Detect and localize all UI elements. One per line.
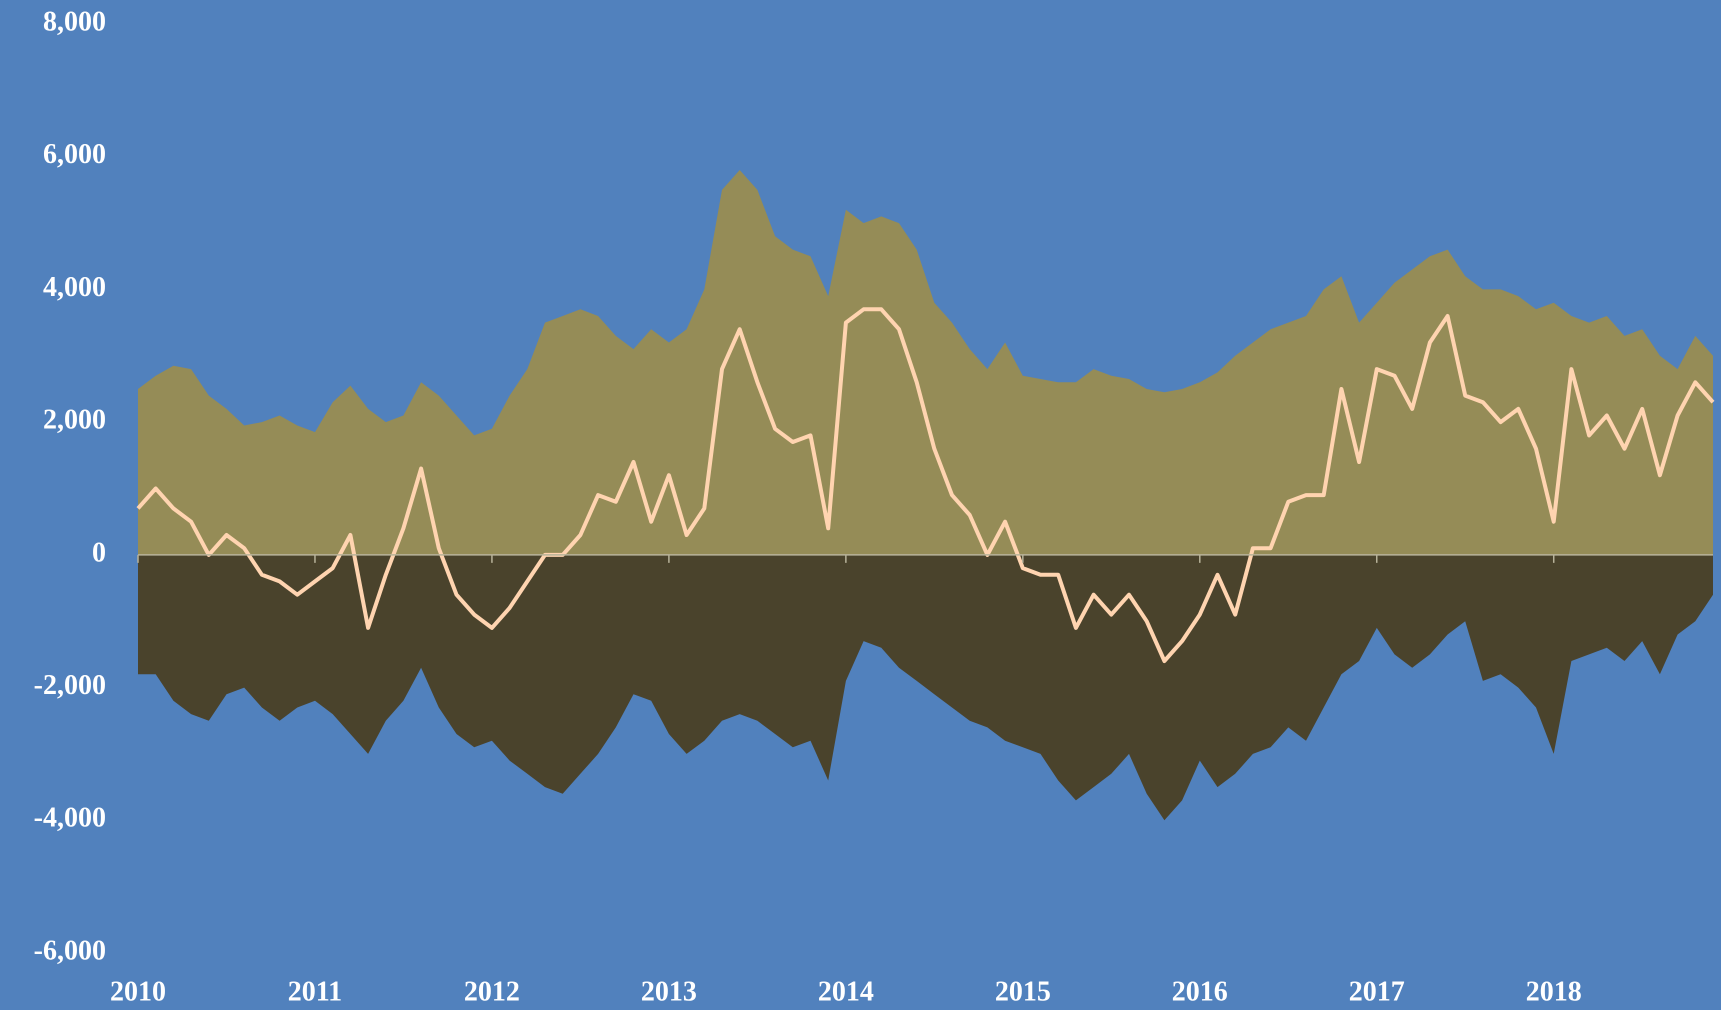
x-tick-label: 2016 [1172,976,1228,1007]
y-tick-label: 8,000 [43,6,106,37]
y-tick-label: 6,000 [43,139,106,170]
line [136,307,1715,663]
x-tick-label: 2010 [110,976,166,1007]
x-tick-label: 2012 [464,976,520,1007]
y-tick-label: -2,000 [34,670,106,701]
x-tick-label: 2015 [995,976,1051,1007]
x-tick-label: 2018 [1526,976,1582,1007]
y-tick-label: 4,000 [43,272,106,303]
area [138,554,1713,821]
y-tick-label: -4,000 [34,803,106,834]
area [138,170,1713,555]
x-tick-label: 2014 [818,976,874,1007]
x-tick-label: 2017 [1349,976,1405,1007]
x-tick-label: 2013 [641,976,697,1007]
y-tick-label: 0 [92,537,106,568]
x-tick-label: 2011 [288,976,342,1007]
y-tick-label: -6,000 [34,935,106,966]
y-tick-label: 2,000 [43,405,106,436]
